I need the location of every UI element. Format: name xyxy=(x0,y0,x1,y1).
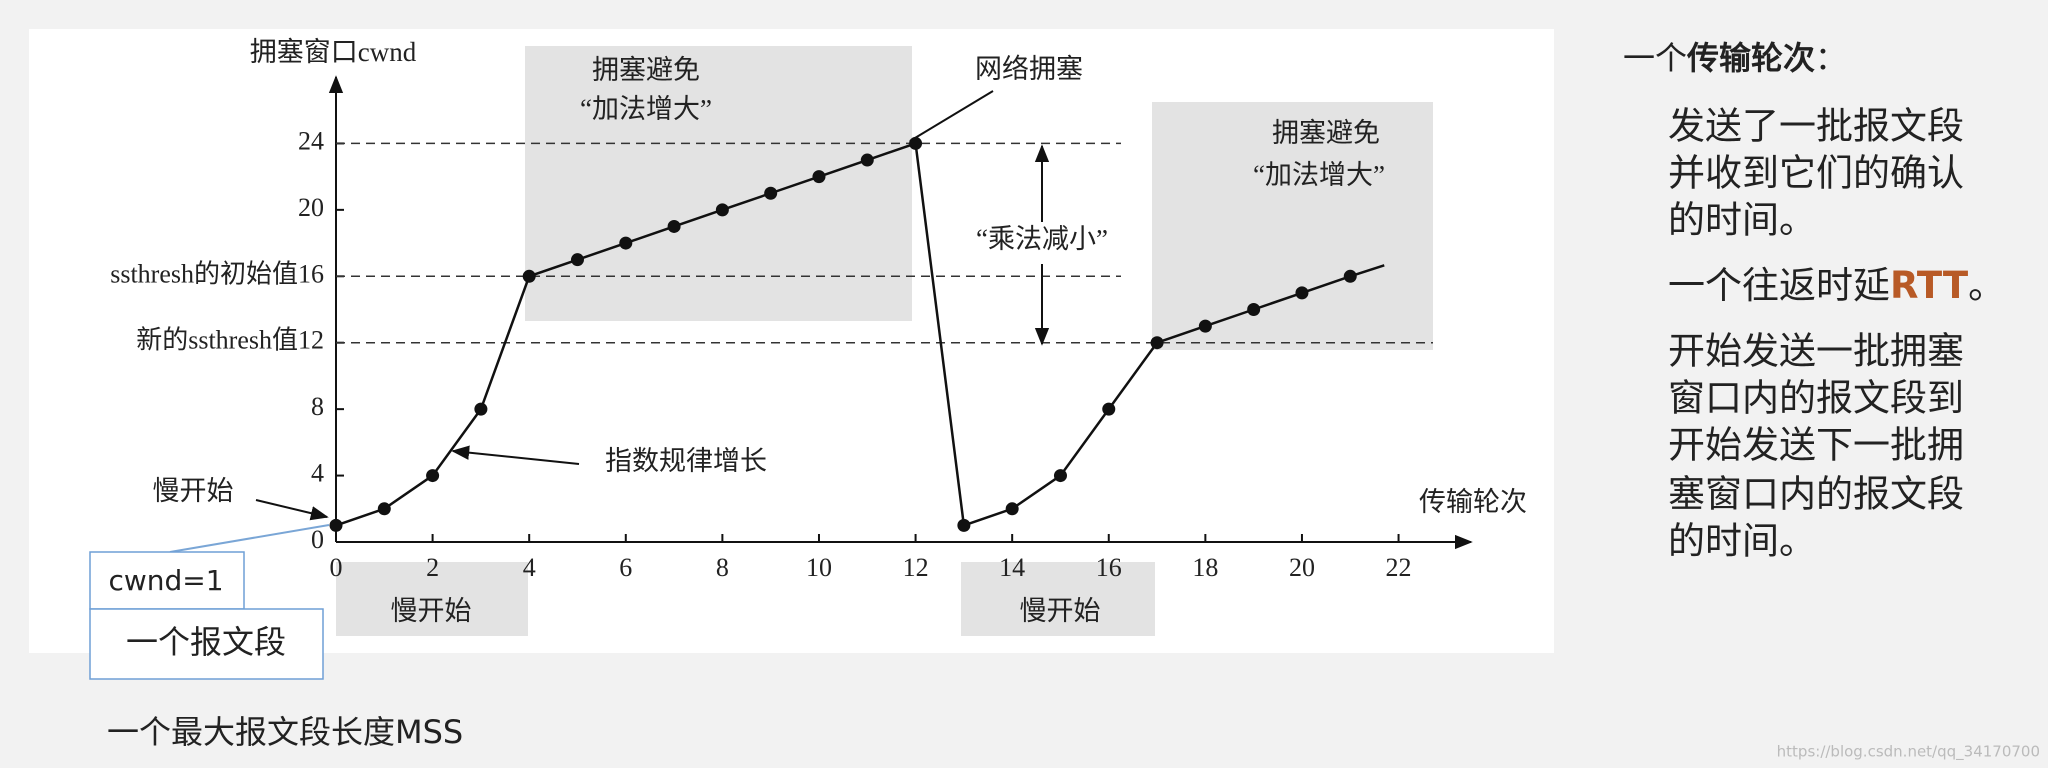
heading-bold: 传输轮次 xyxy=(1686,39,1815,77)
annotation: 拥塞避免 xyxy=(1272,118,1380,148)
annotation: 指数规律增长 xyxy=(605,446,767,476)
data-point xyxy=(1198,319,1212,333)
x-axis-label: 传输轮次 xyxy=(1419,487,1527,517)
x-tick-label: 18 xyxy=(1192,553,1218,582)
x-tick-label: 12 xyxy=(903,553,929,582)
y-tick-label: 24 xyxy=(298,126,324,155)
region-congestion-avoidance xyxy=(525,46,912,321)
side-text: 开始发送一批拥塞 xyxy=(1668,330,1964,373)
data-point xyxy=(764,186,778,200)
annotation: 慢开始 xyxy=(153,476,234,506)
x-tick-label: 20 xyxy=(1289,553,1315,582)
data-point xyxy=(1102,402,1116,416)
data-point xyxy=(1295,286,1309,300)
data-point xyxy=(426,469,440,483)
annotation: 拥塞避免 xyxy=(592,55,700,85)
region-congestion-avoidance xyxy=(1152,102,1433,350)
x-tick-label: 22 xyxy=(1386,553,1412,582)
x-tick-label: 14 xyxy=(999,553,1025,582)
side-text: 。 xyxy=(1968,264,2005,307)
annotation: “加法增大” xyxy=(1253,160,1385,190)
data-point xyxy=(474,402,488,416)
x-tick-label: 6 xyxy=(619,553,632,582)
side-text: 的时间。 xyxy=(1668,199,1816,242)
annotation: cwnd=1 xyxy=(108,564,223,597)
x-tick-label: 8 xyxy=(716,553,729,582)
data-point xyxy=(377,502,391,516)
data-point xyxy=(522,269,536,283)
data-point xyxy=(329,518,343,532)
highlight: RTT xyxy=(1890,264,1969,307)
side-text: 并收到它们的确认 xyxy=(1668,152,1964,195)
y-tick-label: 8 xyxy=(311,392,324,421)
x-tick-label: 10 xyxy=(806,553,832,582)
side-text: 窗口内的报文段到 xyxy=(1668,377,1964,420)
data-point xyxy=(860,153,874,167)
series-line xyxy=(335,141,1351,528)
y-tick-label: ssthresh的初始值16 xyxy=(110,259,324,288)
y-tick-label: 20 xyxy=(298,193,324,222)
line-continuation xyxy=(1349,264,1385,278)
data-point xyxy=(715,203,729,217)
connector xyxy=(169,524,330,553)
data-point xyxy=(1150,336,1164,350)
data-point xyxy=(1005,502,1019,516)
y-tick-label: 新的ssthresh值12 xyxy=(136,326,324,355)
x-tick-label: 4 xyxy=(523,553,536,582)
y-tick-label: 0 xyxy=(311,525,324,554)
heading-text: 一个 xyxy=(1623,39,1687,77)
data-point xyxy=(812,170,826,184)
data-point xyxy=(619,236,633,250)
side-text: 塞窗口内的报文段 xyxy=(1668,473,1964,516)
side-text: 开始发送下一批拥 xyxy=(1668,424,1964,467)
annotation: 网络拥塞 xyxy=(975,54,1083,84)
side-text: 一个往返时延RTT。 xyxy=(1668,264,2005,307)
annotation: 一个报文段 xyxy=(126,623,286,661)
region-slow-start xyxy=(336,562,528,636)
annotation: 慢开始 xyxy=(1020,596,1101,626)
x-tick-label: 2 xyxy=(426,553,439,582)
data-point xyxy=(1247,303,1261,316)
y-tick-label: 4 xyxy=(311,459,324,488)
annotation: “乘法减小” xyxy=(976,224,1108,254)
region-slow-start xyxy=(961,562,1155,636)
data-point xyxy=(957,518,971,532)
x-tick-label: 0 xyxy=(330,553,343,582)
pointer-arrow xyxy=(451,445,580,465)
pointer-arrow xyxy=(255,499,329,521)
pointer-line xyxy=(909,90,994,142)
data-point xyxy=(570,253,584,267)
annotation: 慢开始 xyxy=(391,596,472,626)
data-point xyxy=(909,136,923,150)
annotation: 一个最大报文段长度MSS xyxy=(107,713,463,751)
side-text: 发送了一批报文段 xyxy=(1668,105,1964,148)
side-text: 的时间。 xyxy=(1668,520,1816,563)
x-tick-label: 16 xyxy=(1096,553,1122,582)
segment-box xyxy=(89,608,324,680)
annotation: “加法增大” xyxy=(580,94,712,124)
watermark: https://blog.csdn.net/qq_34170700 xyxy=(1777,743,2040,762)
cwnd-box xyxy=(89,551,245,610)
heading-text: ： xyxy=(1815,39,1847,77)
data-point xyxy=(1053,469,1067,483)
y-axis-label: 拥塞窗口cwnd xyxy=(250,37,417,67)
side-text: 一个往返时延 xyxy=(1668,264,1890,307)
data-point xyxy=(667,219,681,233)
side-heading: 一个传输轮次： xyxy=(1623,39,1847,77)
